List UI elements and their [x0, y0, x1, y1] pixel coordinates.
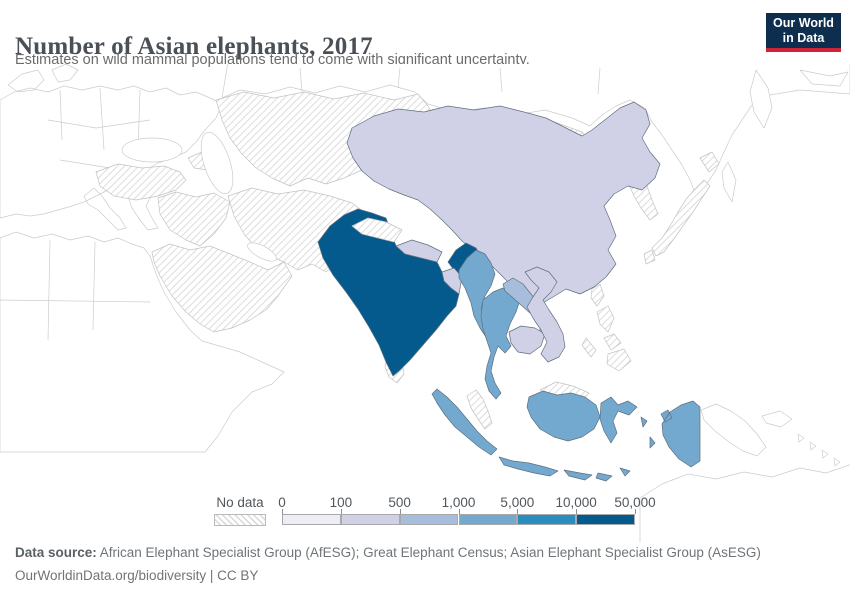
- country-japan[interactable]: [643, 151, 720, 265]
- legend-tick-label: 50,000: [614, 495, 656, 510]
- country-cambodia[interactable]: [508, 325, 546, 355]
- legend-segment[interactable]: [399, 514, 459, 525]
- legend-tick: [458, 509, 460, 514]
- country-arabian-peninsula[interactable]: [151, 243, 293, 333]
- country-middle-east[interactable]: [157, 191, 231, 247]
- data-source-label: Data source:: [15, 545, 97, 560]
- country-kashmir-region[interactable]: [351, 217, 403, 243]
- legend-no-data-swatch[interactable]: [214, 514, 266, 526]
- legend-tick-label: 1,000: [441, 495, 476, 510]
- legend-no-data-label: No data: [216, 495, 264, 510]
- owid-logo[interactable]: Our World in Data: [766, 13, 841, 52]
- country-turkey[interactable]: [95, 163, 187, 201]
- legend-color-bar: 0 100 500 1,000 5,000 10,000 50,000: [278, 495, 656, 525]
- owid-logo-line2: in Data: [782, 30, 825, 45]
- chart-footer: Data source: African Elephant Specialist…: [15, 542, 761, 588]
- landmass-north-africa: [0, 231, 285, 453]
- landmass-russia-far-east: [721, 69, 849, 203]
- country-philippines[interactable]: [581, 305, 632, 372]
- page-title: Number of Asian elephants, 2017: [15, 32, 373, 60]
- caspian-sea: [200, 131, 234, 195]
- legend-tick-label: 500: [388, 495, 411, 510]
- legend-tick-label: 5,000: [500, 495, 535, 510]
- legend-segment[interactable]: [517, 514, 577, 525]
- legend-segment[interactable]: [458, 514, 518, 525]
- black-sea: [121, 137, 183, 163]
- border-lines: [0, 67, 653, 341]
- legend-tick: [576, 509, 578, 514]
- country-indonesia[interactable]: [431, 388, 701, 482]
- landmass-europe: [0, 64, 223, 231]
- legend-tick-label: 0: [278, 495, 286, 510]
- country-nepal[interactable]: [395, 239, 443, 263]
- owid-logo-line1: Our World: [773, 16, 834, 31]
- country-vietnam[interactable]: [524, 266, 566, 363]
- data-source-line: Data source: African Elephant Specialist…: [15, 542, 761, 565]
- legend-tick: [399, 509, 401, 514]
- legend-segment[interactable]: [340, 514, 400, 525]
- landmass-australia: [639, 464, 850, 542]
- legend-tick-label: 100: [329, 495, 353, 510]
- legend-no-data: No data: [214, 495, 266, 526]
- landmass-russia: [221, 64, 850, 209]
- persian-gulf: [247, 242, 277, 262]
- legend-segment[interactable]: [282, 514, 341, 525]
- legend-tick: [635, 509, 636, 514]
- legend-tick-label: 10,000: [555, 495, 597, 510]
- legend-segment[interactable]: [576, 514, 635, 525]
- landmass-papua-new-guinea: [700, 403, 793, 457]
- legend-tick: [517, 509, 519, 514]
- data-source-text: African Elephant Specialist Group (AfESG…: [96, 545, 761, 560]
- license-line[interactable]: OurWorldinData.org/biodiversity | CC BY: [15, 567, 259, 583]
- country-bangladesh[interactable]: [441, 267, 463, 295]
- legend-tick: [340, 509, 342, 514]
- legend-tick: [282, 509, 283, 514]
- country-taiwan[interactable]: [590, 283, 605, 307]
- landmass-pacific-islands: [797, 433, 841, 467]
